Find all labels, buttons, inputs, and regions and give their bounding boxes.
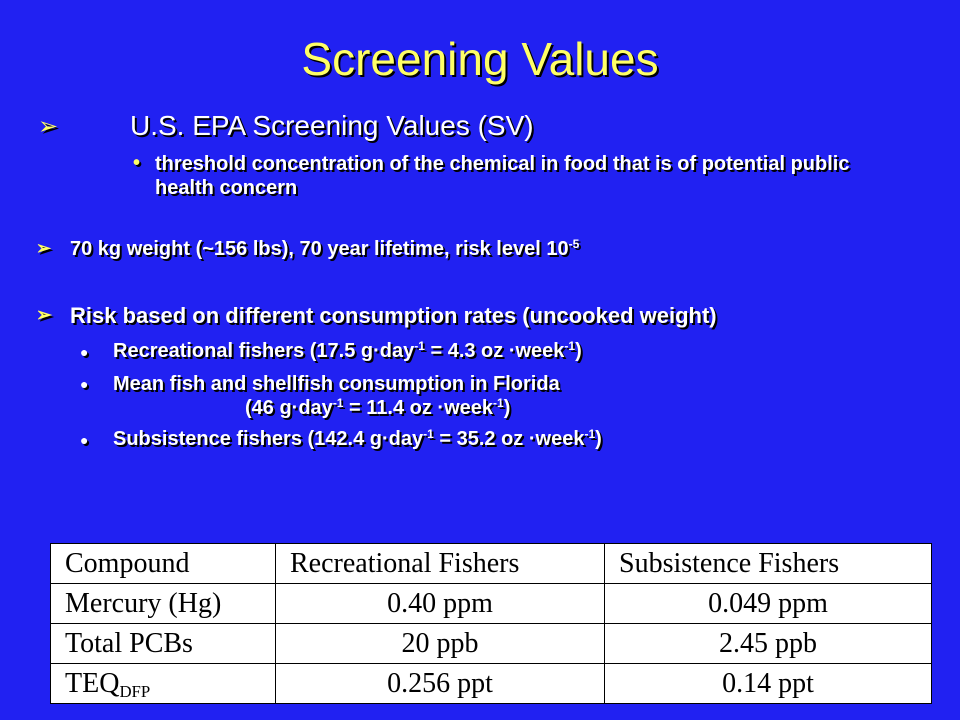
text-run: Mercury (Hg) [65,587,222,619]
superscript: -5 [568,236,580,251]
superscript: -1 [493,395,504,410]
text-run: Subsistence fishers (142.4 g·day [113,428,424,450]
table-cell: Mercury (Hg) [50,583,276,624]
bullet-marker: ● [80,376,89,392]
text-run: ) [595,428,602,450]
text-line: (46 g·day-1 = 11.4 oz ·week-1) [245,396,880,420]
text-run: = 35.2 oz ·week [433,428,585,450]
superscript: -1 [584,426,596,441]
sub-bullet: ● Subsistence fishers (142.4 g·day-1 = 3… [80,428,880,451]
table-cell: Total PCBs [50,623,276,664]
text-line: 70 kg weight (~156 lbs), 70 year lifetim… [70,238,916,261]
superscript: -1 [332,395,344,410]
screening-table: Compound Recreational Fishers Subsistence … [50,543,932,704]
sub-bullet: • threshold concentration of the chemica… [133,152,903,200]
header-cell: Subsistence Fishers [604,543,932,584]
text-run: 70 kg weight (~156 lbs), 70 year lifetim… [70,238,569,260]
bullet-text: Risk based on different consumption rate… [70,303,916,329]
bullet-text: 70 kg weight (~156 lbs), 70 year lifetim… [70,238,916,261]
header-cell: Recreational Fishers [275,543,605,584]
text-run: Mean fish and shellfish consumption in F… [113,373,560,395]
text-run: = 4.3 oz ·week [424,340,565,362]
text-run: 20 ppb [401,627,479,659]
text-run: 2.45 ppb [719,627,817,659]
bullet-text: U.S. EPA Screening Values (SV) [130,110,918,142]
text-line: U.S. EPA Screening Values (SV) [130,110,918,142]
table-row: TEQDFP 0.256 ppt 0.14 ppt [50,663,932,704]
bullet-marker: ➢ [36,305,52,326]
text-run: = 11.4 oz ·week [343,397,494,419]
bullet-marker: • [133,152,141,174]
bullet-text: Subsistence fishers (142.4 g·day-1 = 35.… [113,428,880,451]
table-cell: TEQDFP [50,663,276,704]
text-line: Risk based on different consumption rate… [70,303,916,329]
table-cell: 2.45 ppb [604,623,932,664]
bullet-marker: ● [80,344,89,360]
text-run: Recreational fishers (17.5 g·day [113,340,415,362]
table-row: Mercury (Hg) 0.40 ppm 0.049 ppm [50,583,932,624]
bullet-marker: ● [80,432,89,448]
bullet: ➢ Risk based on different consumption ra… [36,303,916,329]
bullet: ➢ 70 kg weight (~156 lbs), 70 year lifet… [36,238,916,261]
bullet-marker: ➢ [38,113,59,140]
bullet-marker: ➢ [36,238,52,258]
text-line: Subsistence fishers (142.4 g·day-1 = 35.… [113,428,880,451]
text-run: TEQ [65,667,120,699]
sub-bullet: ● Recreational fishers (17.5 g·day-1 = 4… [80,340,880,363]
bullet-text: Mean fish and shellfish consumption in F… [113,372,880,420]
table-cell: 20 ppb [275,623,605,664]
text-run: 0.049 ppm [708,587,828,619]
text-run: 0.256 ppt [387,667,493,699]
table-cell: 0.049 ppm [604,583,932,624]
text-line: threshold concentration of the chemical … [155,152,903,200]
text-run: 0.14 ppt [722,667,814,699]
text-run: 0.40 ppm [387,587,493,619]
text-line: Mean fish and shellfish consumption in F… [113,372,880,396]
text-run: Total PCBs [65,627,193,659]
text-run: threshold concentration of the chemical … [155,153,850,199]
table-cell: 0.14 ppt [604,663,932,704]
subscript: DFP [119,681,151,701]
text-run: Risk based on different consumption rate… [70,303,717,328]
table-cell: 0.256 ppt [275,663,605,704]
header-row: Compound Recreational Fishers Subsistence … [50,543,932,584]
table-cell: 0.40 ppm [275,583,605,624]
slide-title: Screening Values [301,33,659,85]
header-cell: Compound [50,543,276,584]
sub-bullet: ● Mean fish and shellfish consumption in… [80,372,880,420]
superscript: -1 [564,338,576,353]
text-line: Recreational fishers (17.5 g·day-1 = 4.3… [113,340,880,363]
text-run: (46 g·day [245,397,333,419]
superscript: -1 [414,338,425,353]
superscript: -1 [423,426,434,441]
text-run: ) [503,397,511,419]
bullet-text: threshold concentration of the chemical … [155,152,903,200]
bullet: ➢ U.S. EPA Screening Values (SV) [38,110,918,142]
table-row: Total PCBs 20 ppb 2.45 ppb [50,623,932,664]
text-run: U.S. EPA Screening Values (SV) [130,110,534,141]
text-run: ) [575,340,582,362]
bullet-text: Recreational fishers (17.5 g·day-1 = 4.3… [113,340,880,363]
